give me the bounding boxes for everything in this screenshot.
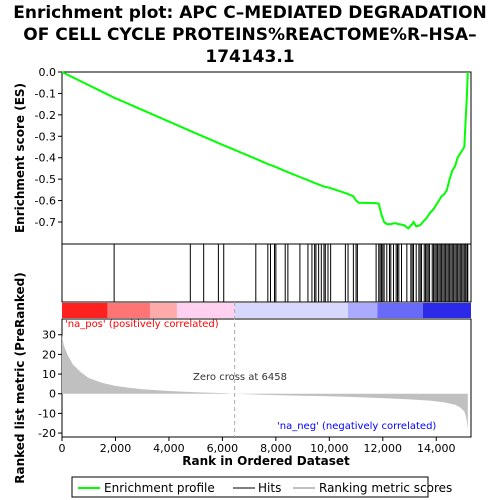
legend-hits-label: Hits (258, 481, 281, 495)
metric-y-tick-label: 20 (42, 348, 56, 361)
color-bar-segment (176, 303, 235, 318)
negative-correlation-label: 'na_neg' (negatively correlated) (277, 421, 436, 432)
chart-title-line-1: Enrichment plot: APC C–MEDIATED DEGRADAT… (13, 3, 487, 23)
hits-panel (61, 243, 472, 303)
x-tick-label: 2,000 (100, 442, 132, 455)
x-tick-label: 14,000 (417, 442, 456, 455)
chart-title-line-3: 174143.1 (205, 47, 294, 67)
metric-y-tick-label: -10 (38, 407, 56, 420)
ranked-metric-panel: 30 20 10 0 -10 -20 0 2,000 4,000 6,000 8,000 10,00… (38, 302, 472, 455)
es-y-tick-label: -0.1 (35, 87, 56, 100)
legend-ranking-label: Ranking metric scores (319, 481, 452, 495)
metric-x-ticks: 0 2,000 4,000 6,000 8,000 10,000 12,000 14,000 (59, 437, 456, 455)
x-tick-label: 0 (59, 442, 66, 455)
zero-cross-label: Zero cross at 6458 (193, 372, 287, 383)
es-y-tick-label: 0.0 (39, 66, 57, 79)
enrichment-score-panel: 0.0 -0.1 -0.2 -0.3 -0.4 -0.5 -0.6 -0.7 (35, 66, 472, 245)
es-y-axis-title: Enrichment score (ES) (13, 83, 27, 233)
es-y-tick-label: -0.7 (35, 216, 56, 229)
chart-title-line-2: OF CELL CYCLE PROTEINS%REACTOME%R–HSA– (23, 25, 476, 45)
legend: Enrichment profile Hits Ranking metric s… (71, 476, 452, 498)
metric-y-tick-label: 0 (49, 388, 56, 401)
enrichment-profile-line (61, 71, 469, 230)
x-tick-label: 12,000 (364, 442, 403, 455)
color-bar-segment (348, 303, 378, 318)
x-tick-label: 4,000 (153, 442, 185, 455)
color-bar-segment (150, 303, 177, 318)
color-bar-segment (377, 303, 423, 318)
metric-y-tick-label: 30 (42, 329, 56, 342)
hits-frame (61, 243, 472, 303)
es-y-tick-label: -0.5 (35, 173, 56, 186)
es-y-tick-label: -0.4 (35, 152, 56, 165)
color-bar-segment (234, 303, 349, 318)
color-bar-segment (107, 303, 151, 318)
legend-frame (71, 476, 429, 498)
metric-plot-frame (61, 318, 472, 438)
es-plot-frame (61, 71, 472, 245)
color-bar-segment (422, 303, 471, 318)
metric-y-axis-title: Ranked list metric (PreRanked) (13, 272, 27, 484)
metric-y-tick-label: 10 (42, 368, 56, 381)
hit-lines (113, 244, 469, 302)
color-bar-segment (62, 303, 108, 318)
legend-enrichment-label: Enrichment profile (104, 481, 215, 495)
rank-color-bar (62, 303, 471, 318)
es-y-tick-label: -0.3 (35, 130, 56, 143)
x-axis-title: Rank in Ordered Dataset (182, 454, 350, 468)
es-y-tick-label: -0.6 (35, 195, 56, 208)
metric-y-ticks: 30 20 10 0 -10 -20 (38, 329, 62, 440)
x-tick-label: 10,000 (310, 442, 349, 455)
x-tick-label: 6,000 (207, 442, 239, 455)
es-y-ticks: 0.0 -0.1 -0.2 -0.3 -0.4 -0.5 -0.6 -0.7 (35, 66, 62, 229)
x-tick-label: 8,000 (260, 442, 292, 455)
positive-correlation-label: 'na_pos' (positively correlated) (65, 319, 219, 330)
metric-y-tick-label: -20 (38, 427, 56, 440)
es-y-tick-label: -0.2 (35, 109, 56, 122)
